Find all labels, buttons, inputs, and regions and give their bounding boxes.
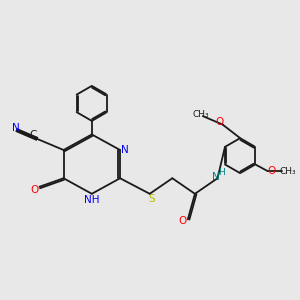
Text: NH: NH	[84, 195, 100, 205]
Text: C: C	[30, 130, 37, 140]
Text: S: S	[148, 194, 155, 204]
Text: N: N	[212, 172, 220, 182]
Text: O: O	[179, 217, 187, 226]
Text: O: O	[30, 184, 39, 195]
Text: CH₃: CH₃	[280, 167, 296, 176]
Text: CH₃: CH₃	[192, 110, 209, 119]
Text: O: O	[267, 166, 275, 176]
Text: N: N	[12, 123, 20, 133]
Text: N: N	[121, 145, 129, 155]
Text: O: O	[215, 117, 223, 127]
Text: H: H	[218, 168, 225, 177]
